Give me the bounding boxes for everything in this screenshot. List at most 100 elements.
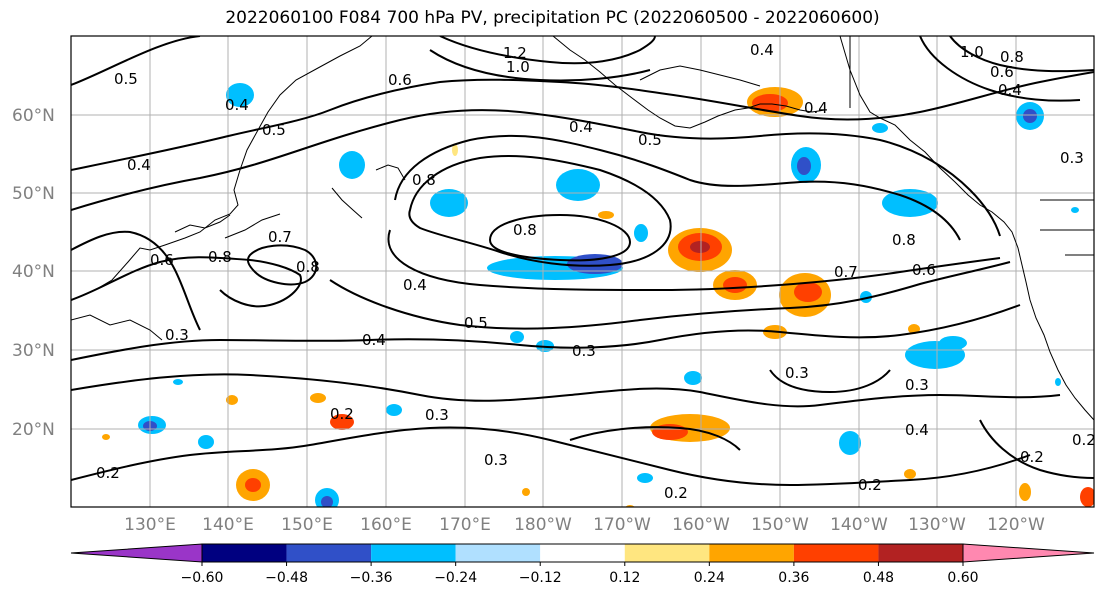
contour-label: 0.6 bbox=[990, 63, 1014, 81]
contour-label: 0.4 bbox=[998, 81, 1022, 99]
pv-contour-line bbox=[569, 426, 741, 451]
contour-label: 0.2 bbox=[1072, 431, 1096, 449]
contour-label: 0.7 bbox=[268, 228, 292, 246]
contour-label: 0.5 bbox=[114, 70, 138, 88]
precip-blob bbox=[684, 371, 702, 385]
lon-label: 140°E bbox=[202, 515, 254, 535]
contour-label: 0.6 bbox=[388, 71, 412, 89]
contour-label: 0.2 bbox=[858, 476, 882, 494]
contour-label: 0.3 bbox=[425, 406, 449, 424]
lon-label: 160°W bbox=[672, 515, 730, 535]
colorbar-extend-low bbox=[70, 543, 203, 563]
pv-contour-line bbox=[71, 109, 1001, 237]
precip-blob bbox=[310, 393, 326, 403]
contour-label: 0.3 bbox=[905, 376, 929, 394]
contour-label: 0.5 bbox=[262, 121, 286, 139]
contour-label: 0.6 bbox=[912, 261, 936, 279]
colorbar-segment bbox=[202, 544, 287, 562]
lon-label: 140°W bbox=[830, 515, 888, 535]
precip-blob bbox=[723, 277, 747, 293]
contour-label: 0.2 bbox=[330, 405, 354, 423]
colorbar-segment bbox=[455, 544, 541, 562]
pv-contour-line bbox=[387, 229, 1001, 292]
lat-label: 20°N bbox=[12, 420, 55, 440]
contour-label: 0.8 bbox=[296, 258, 320, 276]
colorbar-segment bbox=[878, 544, 963, 562]
precip-blob bbox=[330, 414, 354, 430]
precip-blob bbox=[556, 169, 600, 201]
contour-label: 0.4 bbox=[362, 331, 386, 349]
map-title: 2022060100 F084 700 hPa PV, precipitatio… bbox=[225, 8, 880, 28]
lon-label: 120°W bbox=[987, 515, 1045, 535]
pv-contour-line bbox=[488, 213, 632, 262]
contour-label: 0.3 bbox=[1060, 149, 1084, 167]
precip-blob bbox=[860, 291, 872, 303]
colorbar-tick-label: 0.60 bbox=[947, 570, 978, 586]
precip-blob bbox=[1071, 207, 1079, 213]
precip-blob bbox=[752, 94, 788, 112]
pv-contour-line bbox=[439, 36, 656, 65]
pv-contour-line bbox=[71, 304, 1021, 361]
precip-blob bbox=[386, 404, 402, 416]
precip-blob bbox=[904, 469, 916, 479]
contour-label: 0.2 bbox=[96, 464, 120, 482]
precip-blob bbox=[939, 336, 967, 350]
precip-blob bbox=[339, 151, 365, 179]
lon-label: 170°W bbox=[593, 515, 651, 535]
contour-label: 1.0 bbox=[506, 58, 530, 76]
precip-blob bbox=[173, 379, 183, 385]
colorbar-outline bbox=[201, 543, 964, 563]
colorbar-segment bbox=[371, 544, 456, 562]
lat-label: 30°N bbox=[12, 341, 55, 361]
precip-blob bbox=[226, 83, 254, 107]
lon-label: 130°W bbox=[908, 515, 966, 535]
lat-label: 60°N bbox=[12, 106, 55, 126]
colorbar-tick-label: −0.48 bbox=[265, 570, 308, 586]
precip-blob bbox=[1080, 487, 1094, 507]
precip-blob bbox=[1019, 483, 1031, 501]
pv-contour-labels: 0.5 0.4 0.3 0.5 0.4 0.6 1.2 1.0 0.8 0.4 … bbox=[96, 41, 1096, 502]
contour-label: 0.8 bbox=[412, 171, 436, 189]
pv-contour-line bbox=[246, 244, 318, 286]
precip-blob bbox=[430, 189, 468, 217]
colorbar-tick-label: 0.48 bbox=[863, 570, 894, 586]
precip-blob bbox=[1055, 378, 1061, 386]
pv-contour-line bbox=[71, 36, 201, 86]
pv-contour-line bbox=[71, 230, 201, 331]
precip-blob bbox=[797, 157, 811, 175]
contour-label: 0.3 bbox=[165, 326, 189, 344]
colorbar-segment bbox=[286, 544, 372, 562]
contour-label: 0.5 bbox=[638, 131, 662, 149]
precip-blob bbox=[452, 144, 458, 156]
colorbar: −0.60 −0.48 −0.36 −0.24 −0.12 0.12 0.24 0.36 0.4… bbox=[70, 543, 1095, 586]
colorbar-tick-label: 0.12 bbox=[609, 570, 640, 586]
precip-blob bbox=[637, 473, 653, 483]
precip-blob bbox=[839, 431, 861, 455]
colorbar-tick-label: −0.24 bbox=[434, 570, 477, 586]
contour-label: 0.3 bbox=[785, 364, 809, 382]
graticule bbox=[71, 36, 1094, 507]
lon-label: 170°E bbox=[439, 515, 491, 535]
contour-label: 0.4 bbox=[225, 96, 249, 114]
contour-label: 1.2 bbox=[503, 44, 527, 62]
lon-label: 130°E bbox=[124, 515, 176, 535]
precip-blob bbox=[882, 189, 938, 217]
contour-label: 0.4 bbox=[127, 156, 151, 174]
contour-label: 0.4 bbox=[804, 99, 828, 117]
lon-label: 150°E bbox=[281, 515, 333, 535]
coastlines bbox=[71, 36, 1094, 507]
precip-shading bbox=[102, 83, 1094, 507]
latitude-labels: 60°N 50°N 40°N 30°N 20°N bbox=[12, 106, 55, 440]
longitude-labels: 130°E 140°E 150°E 160°E 170°E 180°W 170°… bbox=[124, 515, 1045, 535]
pv-contour-line bbox=[979, 419, 1094, 479]
contour-label: 0.4 bbox=[905, 421, 929, 439]
lat-label: 40°N bbox=[12, 262, 55, 282]
contour-label: 0.8 bbox=[892, 231, 916, 249]
contour-label: 1.0 bbox=[960, 43, 984, 61]
pv-contour-line bbox=[329, 261, 1011, 330]
precip-blob bbox=[872, 123, 888, 133]
contour-label: 0.7 bbox=[834, 263, 858, 281]
pv-contour-line bbox=[71, 373, 1061, 408]
pv-contour-line bbox=[919, 36, 1081, 102]
